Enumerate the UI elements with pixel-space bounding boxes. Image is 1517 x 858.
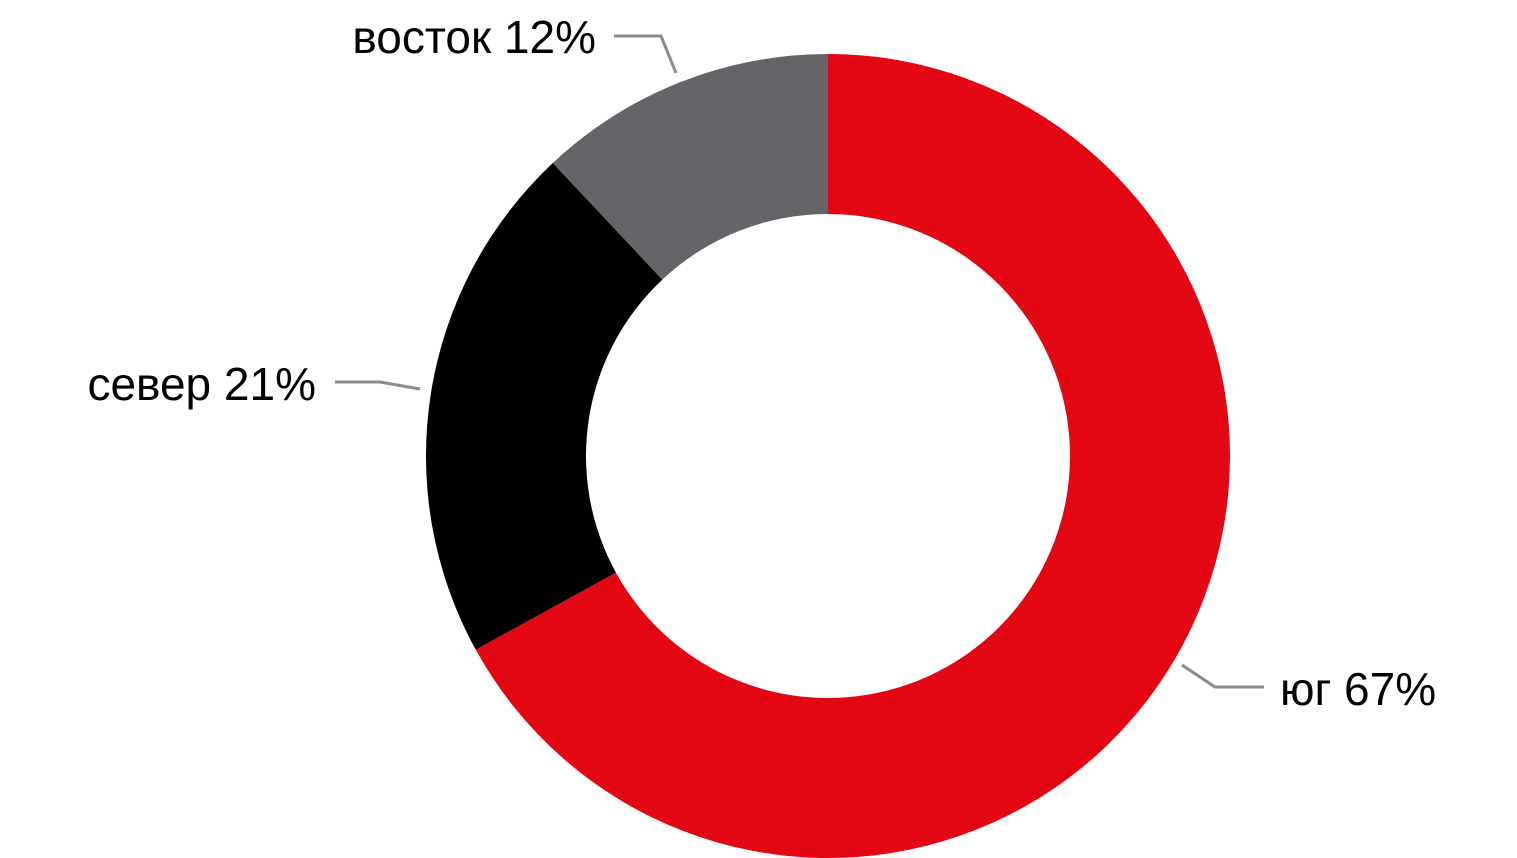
labels-group: юг 67% север 21% восток 12% (87, 11, 1436, 715)
slice-label-east: восток 12% (352, 11, 596, 63)
slice-label-north: север 21% (87, 358, 316, 410)
leader-line-south (1181, 663, 1264, 689)
slice-label-south: юг 67% (1280, 663, 1436, 715)
slice-south (475, 54, 1230, 858)
leader-line-east (614, 34, 678, 74)
slices-group (426, 54, 1230, 858)
slice-north (426, 162, 663, 650)
leader-line-north (335, 380, 421, 391)
leader-lines-group (335, 34, 1264, 689)
slice-east (552, 54, 828, 280)
